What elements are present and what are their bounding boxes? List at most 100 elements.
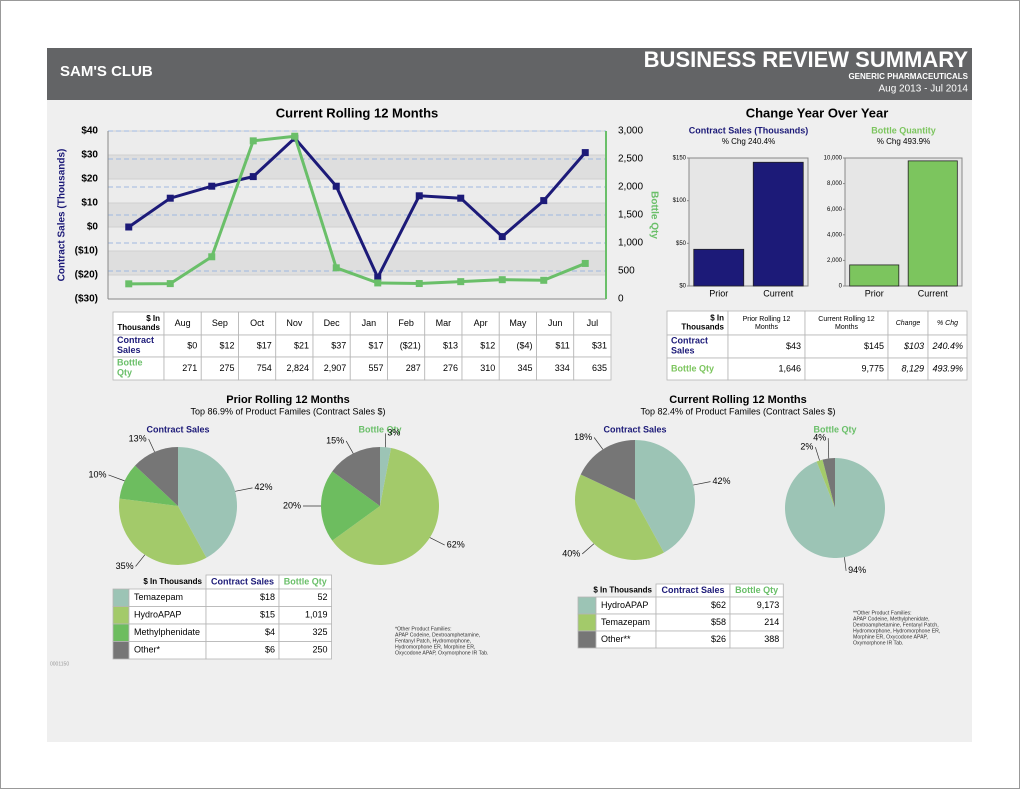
table-column-header: Sep (212, 318, 228, 328)
table-column-header: Contract Sales (211, 576, 274, 586)
point (125, 223, 133, 231)
table-value: 493.9% (932, 363, 963, 373)
leader-line (429, 537, 445, 546)
pie-slice (575, 474, 664, 560)
y-tick-label: ($30) (75, 294, 98, 305)
pie-slice (119, 498, 207, 565)
y-tick-label: $150 (673, 156, 687, 162)
slice-label: 10% (89, 469, 107, 479)
table-value: 275 (219, 363, 234, 373)
table-row-header: Contract Sales (117, 335, 154, 355)
section-subtitle: Top 82.4% of Product Familes (Contract S… (640, 406, 835, 416)
legend-swatch (112, 606, 130, 625)
table-cell (573, 356, 612, 381)
table-cell (927, 310, 968, 336)
table-row-header: Bottle Qty (117, 358, 143, 378)
table-column-header: Feb (398, 318, 414, 328)
table-value: 271 (182, 363, 197, 373)
slice-label: 4% (813, 433, 826, 443)
point (166, 280, 174, 288)
table-cell (887, 310, 929, 336)
y-tick-label: $10 (81, 198, 98, 209)
y-tick-label: $100 (673, 198, 687, 204)
table-value: 287 (406, 363, 421, 373)
y-tick-label: $40 (81, 126, 98, 137)
y-tick-label: ($10) (75, 246, 98, 257)
table-value: 388 (764, 634, 779, 644)
bar (693, 248, 745, 287)
table-column-header: May (509, 318, 527, 328)
bar (907, 160, 958, 287)
table-corner: $ In Thousands (117, 314, 160, 332)
leader-line (345, 440, 354, 454)
table-value: 2,824 (286, 363, 309, 373)
brand: SAM'S CLUB (60, 63, 153, 80)
header-bar (47, 48, 972, 100)
footnote: Hydromorphone, Hydromorphone ER, (853, 628, 940, 634)
legend-swatch (577, 630, 597, 649)
table-value: 214 (764, 617, 779, 627)
legend-swatch (577, 596, 597, 615)
x-tick-label: Prior (865, 288, 884, 298)
y2-tick-label: 2,500 (618, 154, 643, 165)
table-column-header: Mar (436, 318, 452, 328)
x-tick-label: Prior (709, 288, 728, 298)
legend-label: Temazepam (134, 592, 183, 602)
slice-label: 2% (800, 442, 813, 452)
y2-tick-label: 0 (618, 294, 624, 305)
point (498, 233, 506, 241)
table-column-header: Jan (362, 318, 377, 328)
table-column-header: Oct (250, 318, 265, 328)
y-tick-label: 6,000 (827, 207, 843, 213)
leader-line (148, 438, 155, 452)
table-value: $26 (711, 634, 726, 644)
point (581, 259, 589, 267)
pie-slice (178, 447, 237, 558)
point (457, 194, 465, 202)
table-value: 2,907 (324, 363, 347, 373)
point (249, 173, 257, 181)
table-column-header: Prior Rolling 12 Months (743, 316, 791, 331)
table-value: $31 (592, 340, 607, 350)
table-cell (927, 357, 968, 381)
point (332, 182, 340, 190)
legend-swatch (577, 613, 597, 632)
pie-slice (635, 440, 696, 553)
pie-slice (816, 459, 835, 508)
table-corner: $ In Thousands (143, 577, 202, 586)
y-tick-label: 10,000 (824, 156, 843, 162)
y2-tick-label: 2,000 (618, 182, 643, 193)
table-column-header: Jul (587, 318, 599, 328)
point (125, 280, 133, 288)
legend-label: HydroAPAP (601, 600, 648, 610)
pie-slice (332, 448, 439, 565)
leader-line (693, 481, 711, 486)
slice-label: 35% (116, 561, 134, 571)
table-value: ($4) (516, 340, 532, 350)
leader-line (108, 474, 125, 482)
leader-line (582, 543, 595, 555)
y-tick-label: $50 (676, 241, 687, 247)
table-column-header: Dec (324, 318, 341, 328)
table-value: $12 (219, 340, 234, 350)
pie-slice (119, 465, 178, 506)
pie-slice (822, 458, 835, 508)
table-value: 345 (517, 363, 532, 373)
legend-label: Temazepam (601, 617, 650, 627)
y2-tick-label: 3,000 (618, 126, 643, 137)
table-value: 334 (555, 363, 570, 373)
table-column-header: Nov (286, 318, 303, 328)
table-value: 240.4% (931, 341, 963, 351)
point (166, 194, 174, 202)
pie-slice (580, 440, 635, 500)
table-value: $43 (786, 341, 801, 351)
chart-subtitle: % Chg 493.9% (877, 137, 930, 146)
y-tick-label: 0 (839, 284, 843, 290)
point (332, 264, 340, 272)
footnote: APAP Codeine, Dextroamphetamine, (395, 632, 480, 638)
table-column-header: $ In Thousands (681, 314, 724, 332)
leader-line (135, 554, 146, 567)
y-tick-label: $20 (81, 174, 98, 185)
y-tick-label: $0 (679, 284, 686, 290)
table-value: $0 (187, 340, 197, 350)
